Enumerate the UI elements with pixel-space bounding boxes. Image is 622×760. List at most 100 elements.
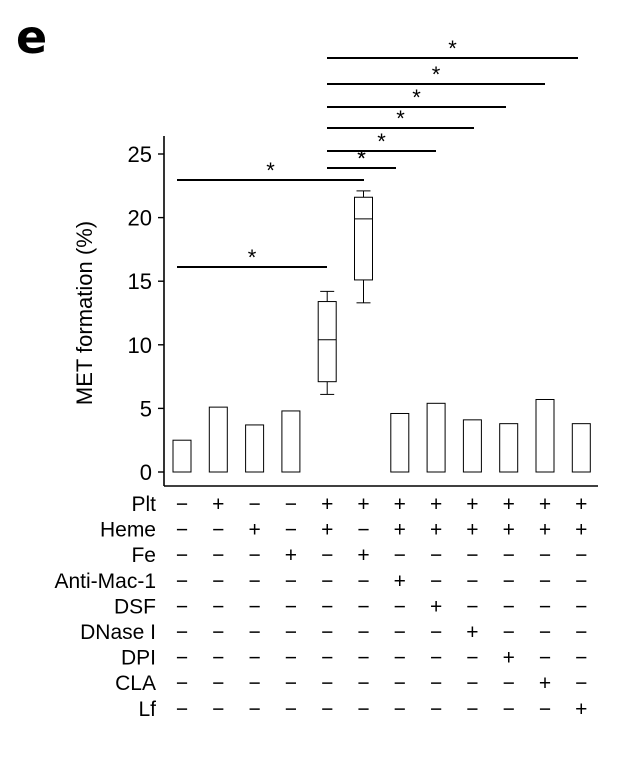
y-tick-label: 25 [128, 142, 152, 167]
condition-mark: − [248, 493, 260, 516]
condition-mark: − [248, 621, 260, 644]
condition-mark: − [212, 647, 224, 670]
significance-star: * [448, 36, 457, 61]
significance-star: * [432, 62, 441, 87]
row-label: Fe [131, 544, 156, 567]
condition-mark: − [285, 698, 297, 721]
condition-mark: − [285, 519, 297, 542]
condition-mark: − [430, 698, 442, 721]
y-tick-label: 0 [140, 460, 152, 485]
condition-mark: + [503, 493, 515, 516]
significance-star: * [248, 245, 257, 270]
condition-mark: − [176, 621, 188, 644]
condition-mark: − [575, 621, 587, 644]
condition-mark: − [212, 672, 224, 695]
condition-mark: − [394, 647, 406, 670]
condition-mark: + [321, 493, 333, 516]
condition-mark: − [321, 544, 333, 567]
significance-star: * [377, 129, 386, 154]
condition-mark: − [430, 647, 442, 670]
condition-mark: − [176, 570, 188, 593]
condition-mark: − [466, 544, 478, 567]
condition-mark: − [212, 621, 224, 644]
condition-mark: − [248, 647, 260, 670]
condition-mark: + [575, 493, 587, 516]
condition-mark: − [321, 698, 333, 721]
condition-mark: + [539, 519, 551, 542]
condition-mark: − [357, 672, 369, 695]
condition-mark: − [321, 647, 333, 670]
bar [281, 410, 301, 473]
condition-mark: − [539, 647, 551, 670]
condition-mark: + [575, 698, 587, 721]
significance-star: * [357, 146, 366, 171]
row-label: CLA [115, 672, 156, 695]
condition-mark: − [285, 595, 297, 618]
y-tick-label: 20 [128, 206, 152, 231]
y-axis-label: MET formation (%) [72, 221, 97, 405]
condition-mark: + [466, 493, 478, 516]
condition-mark: − [176, 519, 188, 542]
bar [426, 402, 446, 473]
significance-star: * [266, 158, 275, 183]
bar [571, 423, 591, 473]
y-tick-label: 5 [140, 396, 152, 421]
condition-mark: − [212, 570, 224, 593]
condition-mark: + [503, 519, 515, 542]
condition-mark: − [285, 493, 297, 516]
condition-mark: − [430, 621, 442, 644]
condition-mark: + [503, 647, 515, 670]
condition-mark: − [357, 595, 369, 618]
significance-star: * [396, 106, 405, 131]
condition-mark: − [285, 647, 297, 670]
condition-mark: − [321, 570, 333, 593]
row-label: Lf [138, 698, 156, 721]
condition-mark: + [285, 544, 297, 567]
condition-mark: − [357, 570, 369, 593]
condition-mark: − [394, 544, 406, 567]
condition-mark: − [321, 621, 333, 644]
row-label: DSF [114, 595, 156, 618]
box [317, 301, 337, 383]
condition-mark: − [539, 595, 551, 618]
condition-mark: − [357, 647, 369, 670]
condition-mark: − [248, 595, 260, 618]
condition-mark: + [466, 621, 478, 644]
condition-mark: + [539, 493, 551, 516]
condition-mark: − [466, 698, 478, 721]
condition-mark: − [176, 647, 188, 670]
condition-mark: − [539, 698, 551, 721]
condition-mark: − [503, 672, 515, 695]
condition-mark: − [176, 698, 188, 721]
bar [208, 406, 228, 473]
condition-mark: + [321, 519, 333, 542]
bar [535, 398, 555, 473]
y-tick-label: 10 [128, 333, 152, 358]
condition-mark: − [466, 595, 478, 618]
bar [462, 419, 482, 473]
condition-mark: − [357, 519, 369, 542]
condition-mark: − [539, 570, 551, 593]
box [354, 196, 373, 281]
condition-mark: − [466, 672, 478, 695]
condition-mark: − [575, 647, 587, 670]
condition-mark: − [212, 698, 224, 721]
condition-mark: − [176, 595, 188, 618]
condition-mark: − [575, 672, 587, 695]
condition-mark: + [430, 519, 442, 542]
condition-mark: + [430, 493, 442, 516]
condition-mark: + [575, 519, 587, 542]
condition-mark: − [176, 544, 188, 567]
condition-mark: − [285, 621, 297, 644]
condition-mark: − [430, 544, 442, 567]
condition-mark: − [285, 570, 297, 593]
condition-mark: − [575, 595, 587, 618]
condition-mark: − [466, 647, 478, 670]
condition-mark: − [212, 595, 224, 618]
significance-star: * [412, 85, 421, 110]
condition-mark: − [248, 544, 260, 567]
condition-mark: − [539, 544, 551, 567]
condition-mark: − [357, 698, 369, 721]
condition-mark: + [357, 493, 369, 516]
